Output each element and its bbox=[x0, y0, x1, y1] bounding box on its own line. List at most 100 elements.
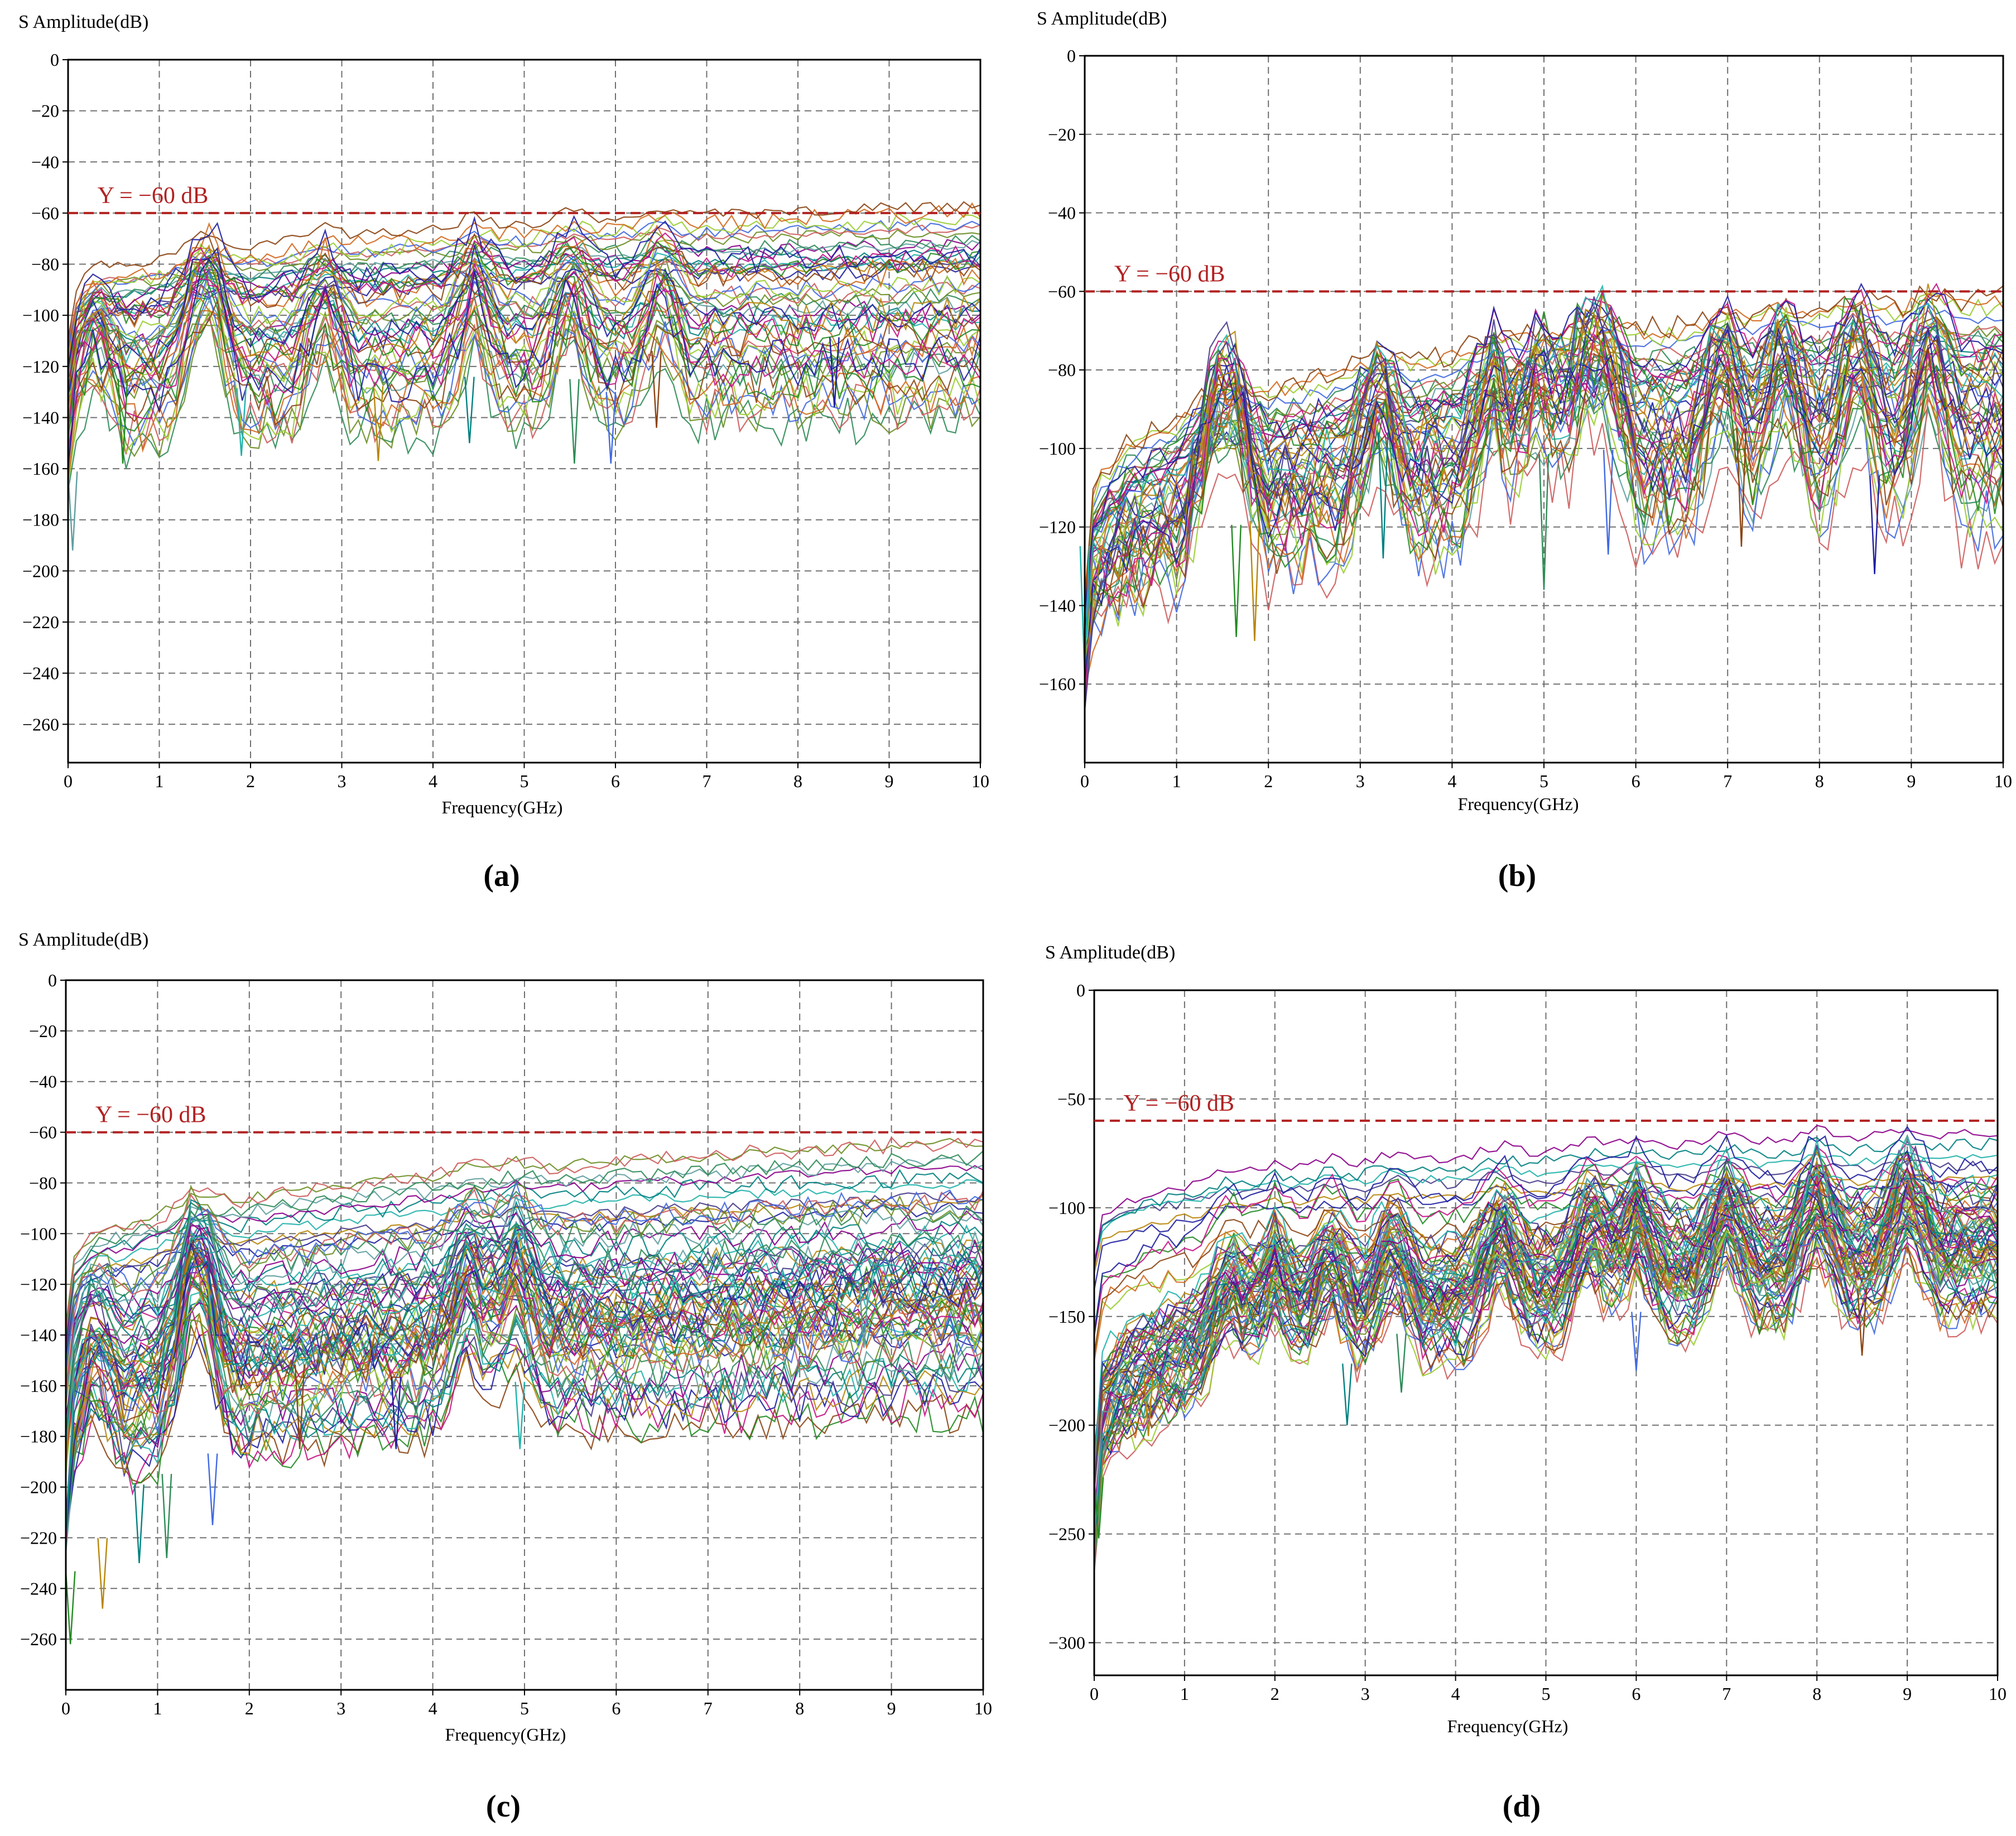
trace-dip bbox=[1631, 1312, 1642, 1371]
trace-dip bbox=[117, 379, 128, 464]
threshold-label: Y = −60 dB bbox=[1114, 261, 1225, 287]
trace-line bbox=[1093, 1135, 1998, 1540]
x-tick-label: 9 bbox=[1903, 1684, 1912, 1704]
trace-dip bbox=[1869, 475, 1880, 575]
threshold-line-group: Y = −60 dB bbox=[1085, 261, 2003, 293]
y-tick-label: −100 bbox=[1048, 1198, 1085, 1218]
x-tick-label: 6 bbox=[1632, 771, 1640, 791]
trace-line bbox=[68, 276, 981, 396]
trace-line bbox=[67, 285, 981, 442]
trace-line bbox=[1093, 1159, 1998, 1262]
x-tick-label: 7 bbox=[1723, 771, 1732, 791]
trace-dip bbox=[829, 337, 840, 408]
trace-line bbox=[67, 299, 981, 471]
trace-line bbox=[1084, 296, 2004, 711]
trace-line bbox=[1093, 1212, 1998, 1562]
trace-line bbox=[65, 1324, 984, 1545]
y-tick-label: 0 bbox=[1076, 980, 1085, 1000]
trace-line bbox=[1093, 1180, 1998, 1538]
threshold-line-group: Y = −60 dB bbox=[66, 1102, 983, 1134]
y-tick-label: −40 bbox=[29, 1072, 57, 1092]
trace-line bbox=[67, 307, 981, 486]
panel-label: (a) bbox=[483, 859, 519, 893]
trace-dip bbox=[1538, 454, 1550, 590]
y-tick-label: −200 bbox=[22, 561, 59, 581]
s-parameter-traces bbox=[65, 1136, 984, 1645]
y-tick-label: −180 bbox=[22, 510, 59, 530]
trace-line bbox=[65, 1298, 984, 1537]
threshold-label: Y = −60 dB bbox=[98, 183, 209, 209]
trace-dip bbox=[1249, 521, 1260, 641]
grid-lines bbox=[68, 60, 980, 763]
trace-line bbox=[65, 1136, 984, 1332]
trace-dip bbox=[1378, 432, 1389, 559]
trace-dip bbox=[1856, 1289, 1868, 1356]
y-tick-label: −160 bbox=[1039, 674, 1076, 694]
panel-label: (c) bbox=[486, 1789, 521, 1824]
x-tick-label: 0 bbox=[61, 1698, 70, 1718]
y-tick-label: −180 bbox=[20, 1427, 57, 1447]
trace-dip bbox=[1231, 524, 1242, 637]
x-tick-label: 4 bbox=[1451, 1684, 1460, 1704]
x-axis-title: Frequency(GHz) bbox=[1447, 1716, 1568, 1736]
trace-line bbox=[67, 245, 981, 396]
trace-line bbox=[65, 1180, 984, 1370]
trace-dip bbox=[134, 1484, 145, 1563]
x-tick-label: 4 bbox=[1447, 771, 1456, 791]
x-tick-label: 1 bbox=[155, 771, 164, 791]
x-tick-label: 2 bbox=[245, 1698, 254, 1718]
x-tick-label: 6 bbox=[612, 1698, 620, 1718]
chart-panel-b: S Amplitude(dB) Y = −60 dB 0 −20 −40 −60 −80… bbox=[1037, 8, 2012, 893]
x-tick-label: 1 bbox=[1172, 771, 1181, 791]
y-tick-label: −40 bbox=[31, 152, 59, 172]
trace-line bbox=[67, 256, 981, 396]
trace-line bbox=[65, 1269, 984, 1536]
y-tick-label: −260 bbox=[20, 1629, 57, 1649]
trace-line bbox=[1093, 1165, 1998, 1516]
trace-line bbox=[67, 215, 981, 369]
y-tick-label: −100 bbox=[20, 1223, 57, 1244]
y-tick-label: −140 bbox=[22, 407, 59, 427]
s-parameter-traces bbox=[67, 201, 981, 551]
y-tick-label: −160 bbox=[22, 459, 59, 479]
trace-line bbox=[1084, 309, 2004, 662]
x-tick-label: 8 bbox=[1815, 771, 1824, 791]
threshold-label: Y = −60 dB bbox=[1123, 1091, 1234, 1116]
trace-line bbox=[65, 1271, 984, 1521]
x-axis-ticks: 0 1 2 3 4 5 6 7 8 9 10 bbox=[61, 1690, 992, 1718]
y-tick-label: −220 bbox=[20, 1527, 57, 1548]
y-tick-label: −20 bbox=[29, 1021, 57, 1041]
y-axis-title: S Amplitude(dB) bbox=[18, 12, 148, 32]
trace-line bbox=[67, 258, 981, 471]
x-tick-label: 0 bbox=[1090, 1684, 1099, 1704]
x-tick-label: 10 bbox=[974, 1698, 992, 1718]
trace-dip bbox=[236, 388, 247, 456]
trace-line bbox=[1084, 338, 2004, 709]
x-tick-label: 3 bbox=[338, 771, 347, 791]
y-tick-label: −80 bbox=[1048, 360, 1076, 380]
trace-line bbox=[65, 1221, 984, 1458]
y-tick-label: −300 bbox=[1048, 1633, 1085, 1653]
x-axis-title: Frequency(GHz) bbox=[1458, 794, 1579, 814]
trace-line bbox=[1093, 1161, 1998, 1544]
trace-dip bbox=[464, 377, 475, 444]
trace-line bbox=[65, 1259, 984, 1546]
trace-line bbox=[1084, 327, 2004, 628]
trace-line bbox=[67, 258, 981, 448]
y-axis-title: S Amplitude(dB) bbox=[1037, 8, 1167, 29]
trace-line bbox=[1093, 1173, 1998, 1290]
x-tick-label: 8 bbox=[795, 1698, 804, 1718]
y-tick-label: −200 bbox=[1048, 1415, 1085, 1435]
x-tick-label: 7 bbox=[704, 1698, 713, 1718]
trace-dip bbox=[67, 471, 78, 551]
y-tick-label: −200 bbox=[20, 1477, 57, 1497]
x-tick-label: 4 bbox=[429, 771, 437, 791]
y-axis-ticks: 0 −50 −100 −150 −200 −250 −300 bbox=[1048, 980, 1094, 1653]
trace-line bbox=[65, 1191, 984, 1365]
trace-line bbox=[65, 1200, 984, 1393]
x-tick-label: 5 bbox=[1539, 771, 1548, 791]
trace-dip bbox=[514, 1381, 526, 1449]
x-axis-title: Frequency(GHz) bbox=[445, 1724, 566, 1745]
